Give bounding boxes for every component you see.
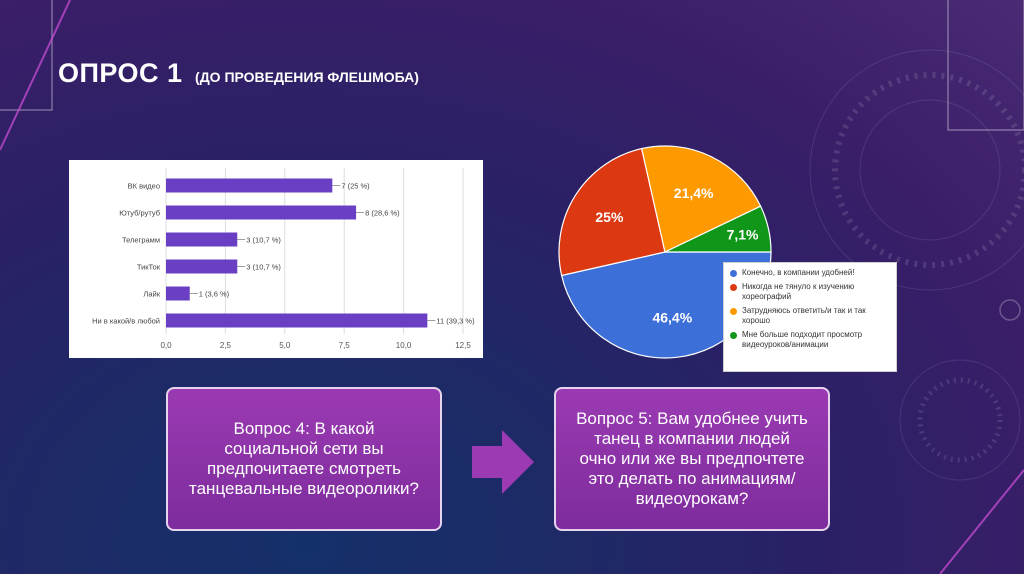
bar-data-label: 3 (10,7 %) [246,236,281,245]
legend-swatch [730,308,737,315]
bar-data-label: 11 (39,3 %) [436,317,475,326]
pie-slice [640,145,762,253]
bar-data-label: 1 (3,6 %) [199,290,230,299]
question-4-box: Вопрос 4: В какой социальной сети вы пре… [166,387,442,531]
pie-data-label: 25% [595,209,624,225]
legend-label: Конечно, в компании удобней! [742,268,855,277]
bar-x-tick-label: 7,5 [339,341,351,350]
bar-data-label: 8 (28,6 %) [365,209,400,218]
legend-item: Конечно, в компании удобней! [730,268,890,278]
pie-slice [664,205,772,253]
title-subtitle: (ДО ПРОВЕДЕНИЯ ФЛЕШМОБА) [195,69,419,85]
pie-data-label: 21,4% [674,185,714,201]
legend-swatch [730,332,737,339]
slide-title: ОПРОС 1 (ДО ПРОВЕДЕНИЯ ФЛЕШМОБА) [58,58,419,89]
bar-x-tick-label: 10,0 [396,341,412,350]
bar-category-label: Ни в какой/в любой [92,317,160,326]
pie-slice [558,147,666,277]
bar-x-tick-label: 2,5 [220,341,232,350]
pie-legend: Конечно, в компании удобней! Никогда не т… [723,262,897,372]
question-5-box: Вопрос 5: Вам удобнее учить танец в комп… [554,387,830,531]
bar [166,232,238,247]
legend-item: Мне больше подходит просмотр видеоуроков… [730,330,890,350]
bar-x-tick-label: 0,0 [160,341,172,350]
question-5-text: Вопрос 5: Вам удобнее учить танец в комп… [576,409,808,508]
legend-label: Мне больше подходит просмотр видеоуроков… [742,330,863,349]
bar-data-label: 7 (25 %) [341,182,370,191]
bar-data-label: 3 (10,7 %) [246,263,281,272]
bar-x-tick-label: 5,0 [279,341,291,350]
bar-chart-card: 0,0 2,5 5,0 7,5 10,0 12,5 ВК видео 7 (25 %) Ютуб… [69,160,483,358]
bar-category-label: ВК видео [128,182,160,191]
bar [166,259,238,274]
bar [166,205,357,220]
title-main: ОПРОС 1 [58,58,183,88]
bar [166,286,190,301]
legend-swatch [730,284,737,291]
bar-x-tick-label: 12,5 [455,341,471,350]
bar-category-label: ТикТок [137,263,161,272]
bar [166,178,333,193]
bar-category-label: Телеграмм [122,236,160,245]
legend-item: Никогда не тянуло к изучению хореографий [730,282,890,302]
bar-category-label: Ютуб/рутуб [119,209,160,218]
arrow-right-icon [472,430,534,494]
question-4-text: Вопрос 4: В какой социальной сети вы пре… [189,419,419,498]
legend-label: Никогда не тянуло к изучению хореографий [742,282,855,301]
legend-label: Затрудняюсь ответить/и так и так хорошо [742,306,866,325]
pie-data-label: 46,4% [652,309,692,325]
pie-data-label: 7,1% [727,226,759,242]
bar [166,313,428,328]
legend-item: Затрудняюсь ответить/и так и так хорошо [730,306,890,326]
bar-chart: 0,0 2,5 5,0 7,5 10,0 12,5 ВК видео 7 (25 %) Ютуб… [92,168,475,350]
legend-swatch [730,270,737,277]
bar-category-label: Лайк [143,290,160,299]
